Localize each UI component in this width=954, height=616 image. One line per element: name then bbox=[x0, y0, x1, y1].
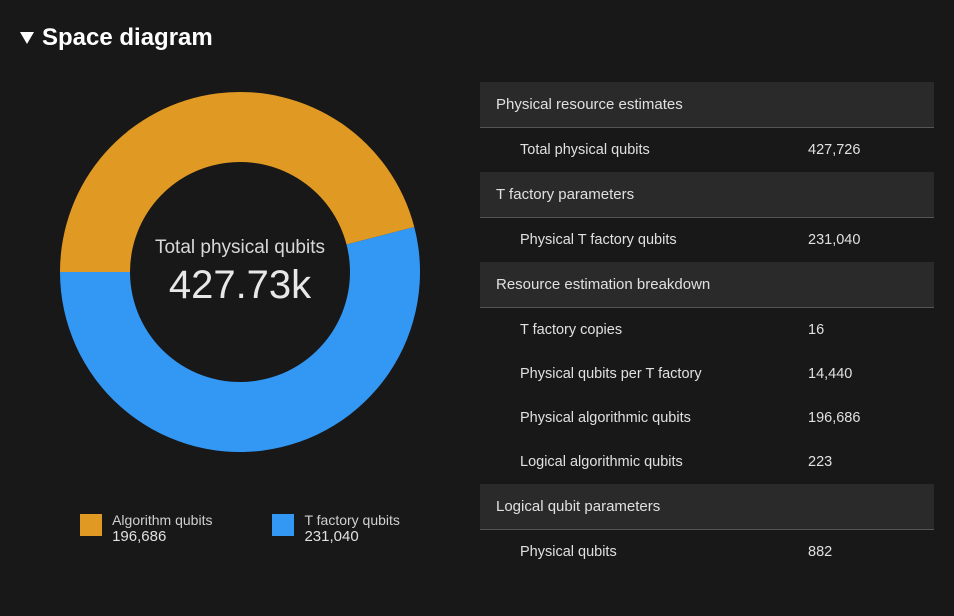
legend-value: 231,040 bbox=[304, 528, 399, 545]
row-label: Physical algorithmic qubits bbox=[520, 410, 808, 426]
legend: Algorithm qubits196,686 T factory qubits2… bbox=[80, 512, 400, 545]
legend-text: Algorithm qubits196,686 bbox=[112, 512, 212, 545]
donut-svg bbox=[50, 82, 430, 462]
legend-item[interactable]: T factory qubits231,040 bbox=[272, 512, 399, 545]
table-row[interactable]: T factory copies16 bbox=[480, 308, 934, 352]
row-label: Logical algorithmic qubits bbox=[520, 454, 808, 470]
row-value: 14,440 bbox=[808, 366, 918, 382]
table-row[interactable]: Logical algorithmic qubits223 bbox=[480, 440, 934, 484]
row-value: 231,040 bbox=[808, 232, 918, 248]
legend-swatch bbox=[80, 514, 102, 536]
table-row[interactable]: Physical T factory qubits231,040 bbox=[480, 218, 934, 262]
table-row[interactable]: Physical algorithmic qubits196,686 bbox=[480, 396, 934, 440]
row-label: T factory copies bbox=[520, 322, 808, 338]
row-value: 16 bbox=[808, 322, 918, 338]
table-section-header[interactable]: Logical qubit parameters bbox=[480, 484, 934, 530]
table-row[interactable]: Total physical qubits427,726 bbox=[480, 128, 934, 172]
donut-chart: Total physical qubits 427.73k bbox=[50, 82, 430, 462]
row-value: 223 bbox=[808, 454, 918, 470]
table-row[interactable]: Physical qubits per T factory14,440 bbox=[480, 352, 934, 396]
table-panel: Physical resource estimatesTotal physica… bbox=[480, 62, 934, 574]
chart-panel: Total physical qubits 427.73k Algorithm … bbox=[20, 62, 460, 574]
row-label: Physical qubits per T factory bbox=[520, 366, 808, 382]
resources-table: Physical resource estimatesTotal physica… bbox=[480, 82, 934, 574]
legend-name: Algorithm qubits bbox=[112, 512, 212, 528]
legend-value: 196,686 bbox=[112, 528, 212, 545]
table-section-header[interactable]: T factory parameters bbox=[480, 172, 934, 218]
table-section-header[interactable]: Resource estimation breakdown bbox=[480, 262, 934, 308]
table-section-header[interactable]: Physical resource estimates bbox=[480, 82, 934, 128]
content: Total physical qubits 427.73k Algorithm … bbox=[0, 62, 954, 574]
row-label: Physical qubits bbox=[520, 544, 808, 560]
row-label: Total physical qubits bbox=[520, 142, 808, 158]
row-value: 427,726 bbox=[808, 142, 918, 158]
legend-name: T factory qubits bbox=[304, 512, 399, 528]
page-title: Space diagram bbox=[42, 24, 213, 52]
row-value: 196,686 bbox=[808, 410, 918, 426]
section-header[interactable]: Space diagram bbox=[0, 0, 954, 62]
table-row[interactable]: Physical qubits882 bbox=[480, 530, 934, 574]
legend-item[interactable]: Algorithm qubits196,686 bbox=[80, 512, 212, 545]
caret-down-icon bbox=[20, 32, 34, 44]
row-value: 882 bbox=[808, 544, 918, 560]
legend-text: T factory qubits231,040 bbox=[304, 512, 399, 545]
legend-swatch bbox=[272, 514, 294, 536]
row-label: Physical T factory qubits bbox=[520, 232, 808, 248]
